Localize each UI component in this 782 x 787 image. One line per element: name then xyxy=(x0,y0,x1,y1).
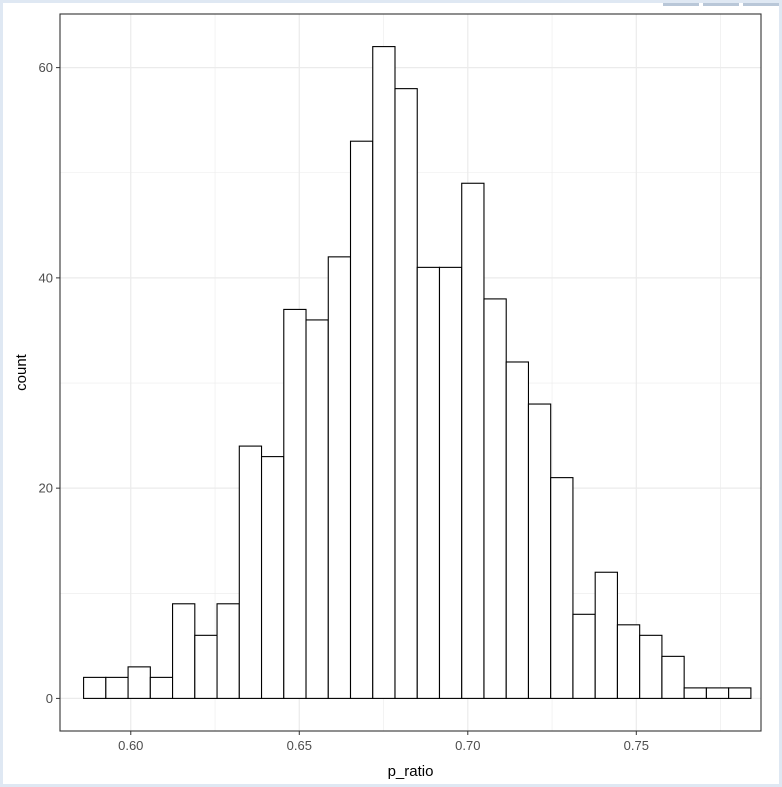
x-tick-label: 0.70 xyxy=(455,738,480,753)
histogram-bar xyxy=(238,445,263,699)
y-tick-label: 60 xyxy=(39,60,53,75)
x-tick-label: 0.75 xyxy=(624,738,649,753)
histogram-bar xyxy=(705,687,730,699)
histogram-bar xyxy=(127,666,151,699)
histogram-bars xyxy=(83,46,752,699)
histogram-bar xyxy=(527,403,552,699)
histogram-bar xyxy=(461,182,485,699)
y-tick-label: 20 xyxy=(39,481,53,496)
window-toolbar xyxy=(649,3,779,6)
y-tick-label: 40 xyxy=(39,270,53,285)
toolbar-button[interactable] xyxy=(743,3,779,6)
toolbar-button[interactable] xyxy=(663,3,699,6)
histogram-bar xyxy=(661,655,685,699)
y-axis-ticks: 0 20 40 60 xyxy=(39,60,60,706)
histogram-bar xyxy=(194,634,218,699)
x-tick-label: 0.65 xyxy=(287,738,312,753)
histogram-bar xyxy=(616,624,641,699)
toolbar-button[interactable] xyxy=(703,3,739,6)
histogram-bar xyxy=(260,456,285,699)
histogram-bar xyxy=(283,308,307,699)
histogram-bar xyxy=(505,361,530,699)
histogram-bar xyxy=(349,140,374,699)
histogram-bar xyxy=(372,46,396,699)
histogram-bar xyxy=(394,88,418,699)
histogram-bar xyxy=(572,613,596,699)
histogram-bar xyxy=(416,266,441,699)
panel-border xyxy=(59,13,762,732)
x-axis-title: p_ratio xyxy=(388,763,434,780)
histogram-bar xyxy=(594,571,618,699)
y-tick-label: 0 xyxy=(46,691,53,706)
histogram-bar xyxy=(728,687,752,699)
histogram-bar xyxy=(216,603,240,699)
histogram-bar xyxy=(639,634,663,699)
histogram-bar xyxy=(83,676,107,699)
histogram-bar xyxy=(172,603,196,699)
histogram-bar xyxy=(550,477,574,699)
x-tick-label: 0.60 xyxy=(118,738,143,753)
histogram-bar xyxy=(327,256,352,699)
x-axis-ticks: 0.60 0.65 0.70 0.75 xyxy=(118,731,649,753)
histogram-bar xyxy=(149,676,174,699)
histogram-bar xyxy=(105,676,129,699)
histogram-bar xyxy=(438,266,463,699)
y-axis-title: count xyxy=(13,353,30,391)
histogram-bar xyxy=(305,319,329,699)
histogram-bar xyxy=(483,298,507,699)
histogram-bar xyxy=(683,687,707,699)
